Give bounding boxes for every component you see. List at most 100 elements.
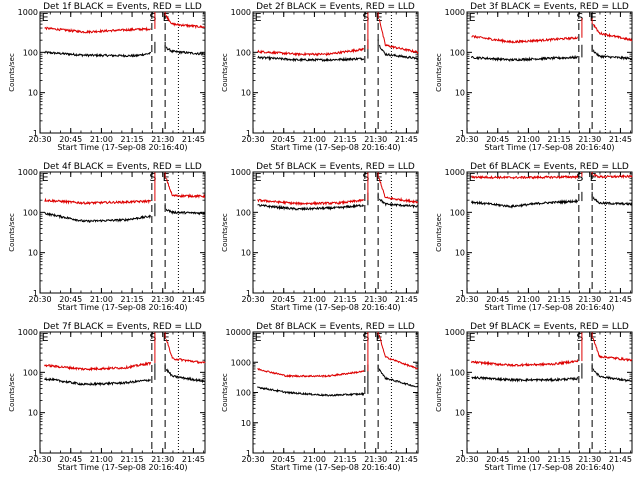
x-tick-label: 21:45 <box>395 455 418 464</box>
event-marker: E <box>469 331 476 344</box>
x-tick-label: 21:45 <box>182 295 205 304</box>
events-series-line <box>471 198 579 209</box>
x-tick-label: 21:45 <box>395 135 418 144</box>
x-tick-label: 21:45 <box>609 455 632 464</box>
events-series-line <box>378 198 419 209</box>
y-axis-label: Counts/sec <box>435 373 443 412</box>
y-tick-label: 1000 <box>231 8 251 17</box>
x-tick-label: 21:15 <box>334 135 357 144</box>
x-tick-label: 21:45 <box>182 455 205 464</box>
x-tick-label: 21:15 <box>548 295 571 304</box>
plot-frame <box>39 331 206 454</box>
x-tick-label: 21:30 <box>364 455 387 464</box>
chart-panel: Det 3f BLACK = Events, RED = LLD 1 10 100 10… <box>435 2 633 152</box>
x-tick-label: 21:45 <box>609 295 632 304</box>
lld-series-line <box>592 23 633 42</box>
x-tick-label: 20:45 <box>59 455 82 464</box>
y-tick-label: 1000 <box>231 358 251 367</box>
x-axis-label: Start Time (17-Sep-08 20:16:40) <box>57 463 187 472</box>
lld-series-line <box>44 361 152 372</box>
x-tick-label: 20:30 <box>242 135 265 144</box>
event-marker: S <box>576 331 583 344</box>
y-tick-label: 10 <box>241 249 251 258</box>
event-marker: S <box>149 331 156 344</box>
event-marker: E <box>376 331 383 344</box>
events-series-line <box>44 376 152 387</box>
x-axis-label: Start Time (17-Sep-08 20:16:40) <box>270 143 400 152</box>
events-series-line <box>378 368 419 388</box>
lld-series-line <box>257 367 365 379</box>
x-axis-label: Start Time (17-Sep-08 20:16:40) <box>270 303 400 312</box>
x-tick-label: 20:45 <box>486 455 509 464</box>
x-tick-label: 21:30 <box>151 135 174 144</box>
y-tick-label: 10 <box>241 89 251 98</box>
events-series-line <box>165 368 206 384</box>
lld-series-line <box>44 197 152 206</box>
y-tick-label: 1000 <box>445 8 465 17</box>
x-tick-label: 21:00 <box>90 455 113 464</box>
lld-series-line <box>471 358 579 368</box>
y-tick-label: 10 <box>455 89 465 98</box>
events-series-line <box>44 50 152 58</box>
y-tick-label: 100 <box>450 48 465 57</box>
y-axis-label: Counts/sec <box>221 53 229 92</box>
y-tick-label: 1000 <box>445 328 465 337</box>
y-tick-label: 10 <box>28 249 38 258</box>
y-axis-label: Counts/sec <box>221 373 229 412</box>
x-tick-label: 21:30 <box>364 135 387 144</box>
x-tick-label: 21:00 <box>517 455 540 464</box>
y-tick-label: 10 <box>241 419 251 428</box>
x-tick-label: 20:30 <box>29 295 52 304</box>
x-tick-label: 20:30 <box>242 455 265 464</box>
event-marker: S <box>576 11 583 24</box>
x-axis-label: Start Time (17-Sep-08 20:16:40) <box>270 463 400 472</box>
events-series-line <box>44 212 152 223</box>
x-axis-label: Start Time (17-Sep-08 20:16:40) <box>57 303 187 312</box>
y-tick-label: 1 <box>460 129 465 138</box>
chart-title: Det 8f BLACK = Events, RED = LLD <box>256 322 415 332</box>
y-tick-label: 1 <box>33 129 38 138</box>
plot-frame <box>466 11 633 134</box>
x-tick-label: 21:15 <box>548 135 571 144</box>
lld-series-line <box>257 47 364 57</box>
x-tick-label: 21:00 <box>517 295 540 304</box>
x-tick-label: 20:30 <box>456 135 479 144</box>
plot-frame <box>252 11 419 134</box>
x-tick-label: 21:30 <box>364 295 387 304</box>
x-tick-label: 21:00 <box>517 135 540 144</box>
x-tick-label: 21:00 <box>303 135 326 144</box>
events-series-line <box>165 208 206 216</box>
x-tick-label: 20:30 <box>242 295 265 304</box>
event-marker: S <box>149 11 156 24</box>
event-marker: E <box>163 171 170 184</box>
event-marker: E <box>376 11 383 24</box>
lld-series-line <box>593 174 633 180</box>
lld-series-line <box>378 334 418 370</box>
x-tick-label: 21:00 <box>303 455 326 464</box>
chart-panel: Det 4f BLACK = Events, RED = LLD 1 10 100 10… <box>8 162 206 312</box>
events-series-line <box>165 46 206 57</box>
y-tick-label: 100 <box>236 208 251 217</box>
y-tick-label: 1000 <box>231 168 251 177</box>
lld-series-line <box>44 26 151 35</box>
x-tick-label: 20:30 <box>29 455 52 464</box>
y-axis-label: Counts/sec <box>221 213 229 252</box>
y-tick-label: 100 <box>450 208 465 217</box>
chart-panel: Det 8f BLACK = Events, RED = LLD 1 10 100 10… <box>221 322 419 472</box>
x-tick-label: 20:45 <box>272 455 295 464</box>
x-tick-label: 21:45 <box>395 295 418 304</box>
lld-series-line <box>378 19 419 55</box>
y-axis-label: Counts/sec <box>435 53 443 92</box>
x-tick-label: 20:45 <box>59 295 82 304</box>
lld-series-line <box>471 174 579 180</box>
event-marker: E <box>469 11 476 24</box>
chart-panel: Det 2f BLACK = Events, RED = LLD 1 10 100 10… <box>221 2 419 152</box>
events-series-line <box>257 203 365 212</box>
y-tick-label: 1000 <box>18 328 38 337</box>
y-tick-label: 1000 <box>445 168 465 177</box>
x-tick-label: 20:45 <box>486 295 509 304</box>
lld-series-line <box>165 15 206 30</box>
x-tick-label: 20:45 <box>59 135 82 144</box>
x-tick-label: 21:00 <box>90 135 113 144</box>
